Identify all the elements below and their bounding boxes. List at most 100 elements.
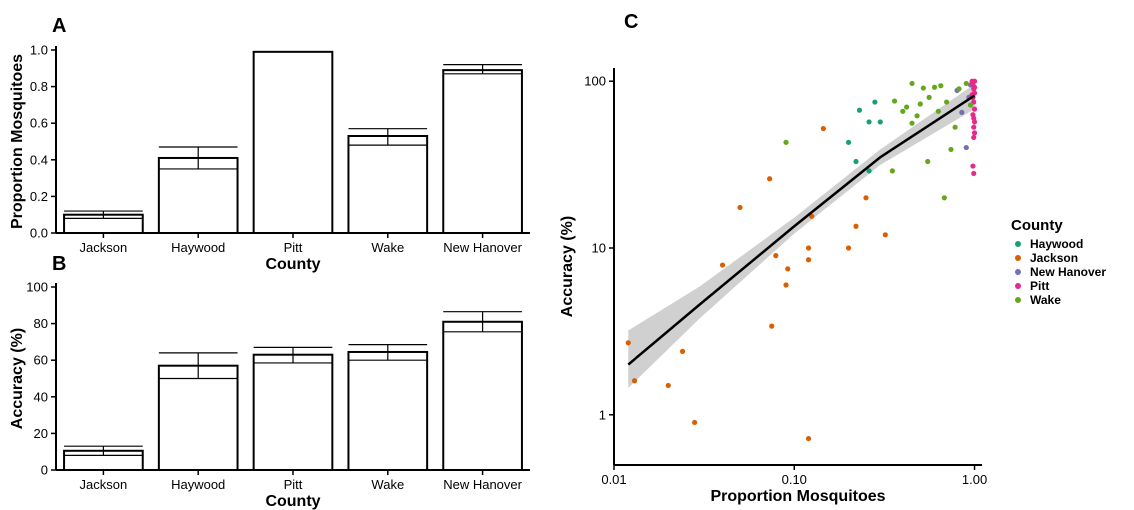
data-point: [959, 109, 965, 116]
data-point: [889, 168, 895, 174]
y-tick-label: 1: [599, 407, 606, 422]
data-point: [625, 340, 631, 346]
y-tick-label: 0.0: [30, 226, 48, 241]
data-point: [853, 223, 859, 229]
data-point: [769, 323, 775, 329]
data-point: [948, 146, 954, 153]
data-point: [877, 119, 883, 125]
data-point: [805, 435, 812, 442]
data-point: [920, 85, 926, 91]
panel-b: B 0 20 40 60 80 100 Jackson Haywood Pitt Wake New H…: [9, 253, 530, 510]
bar: [252, 353, 334, 471]
legend-label: Wake: [1030, 293, 1061, 307]
data-point: [692, 419, 698, 426]
data-point: [719, 262, 726, 268]
data-point: [785, 266, 791, 272]
data-point: [971, 78, 978, 84]
y-tick-label: 100: [584, 74, 606, 89]
data-point: [963, 80, 969, 87]
data-point: [935, 108, 941, 114]
data-point: [805, 245, 812, 251]
data-point: [944, 99, 950, 105]
y-tick-label: 1.0: [30, 43, 48, 58]
data-point: [665, 382, 671, 389]
data-point: [866, 119, 872, 125]
data-point: [820, 125, 826, 132]
y-axis-title: Proportion Mosquitoes: [9, 54, 26, 229]
legend-marker: [1015, 255, 1021, 261]
panel-a: A 0.0 0.2 0.4 0.6 0.8 1.0 Jackson Haywood Pitt Wak…: [9, 15, 530, 273]
y-axis-title: Accuracy (%): [9, 328, 26, 429]
data-point: [767, 176, 773, 182]
x-tick-label: Haywood: [171, 240, 225, 255]
data-point: [783, 139, 789, 145]
y-tick-label: 80: [34, 316, 48, 331]
data-point: [941, 195, 947, 201]
data-point: [863, 195, 869, 201]
x-axis-title: County: [265, 256, 320, 273]
data-point: [971, 84, 978, 90]
data-point: [952, 124, 958, 130]
y-tick-label: 0.2: [30, 189, 48, 204]
data-point: [900, 108, 906, 114]
y-tick-label: 0: [41, 463, 48, 478]
data-point: [914, 113, 920, 119]
y-tick-label: 10: [592, 240, 606, 255]
x-tick-label: Wake: [371, 240, 404, 255]
bar: [157, 364, 239, 471]
x-axis-title: Proportion Mosquitoes: [710, 488, 885, 505]
legend-label: Jackson: [1030, 251, 1078, 265]
data-point: [809, 213, 815, 219]
data-point: [845, 245, 852, 251]
bar: [347, 135, 429, 234]
data-point: [971, 124, 977, 130]
data-point: [971, 130, 978, 136]
x-tick-label: Wake: [371, 477, 404, 492]
bar: [252, 50, 334, 234]
data-point: [631, 378, 638, 384]
data-point: [872, 99, 878, 105]
data-point: [971, 106, 978, 112]
legend-marker: [1015, 241, 1021, 247]
bar: [347, 350, 429, 471]
x-tick-label: 0.10: [782, 472, 807, 487]
data-point: [970, 163, 976, 169]
data-point: [938, 83, 944, 89]
x-tick-label: 0.01: [601, 472, 626, 487]
bar: [442, 320, 523, 471]
data-point: [737, 204, 743, 211]
x-tick-label: 1.00: [962, 472, 987, 487]
y-tick-label: 0.8: [30, 79, 48, 94]
panel-c: C 1 10 100 0.01 0.10 1.00 Proportion Mosquitoes…: [559, 11, 987, 505]
series-wake: [783, 80, 974, 201]
data-point: [909, 80, 915, 87]
data-point: [971, 170, 977, 177]
data-point: [845, 139, 852, 145]
data-point: [963, 144, 969, 151]
x-tick-label: Haywood: [171, 477, 225, 492]
x-tick-label: Pitt: [284, 477, 303, 492]
legend-title: County: [1011, 217, 1063, 234]
y-tick-label: 100: [26, 280, 48, 295]
y-tick-label: 0.4: [30, 152, 48, 167]
data-point: [679, 348, 686, 354]
series-jackson: [625, 125, 888, 442]
regression-line: [627, 94, 976, 366]
data-point: [956, 86, 962, 92]
data-point: [805, 257, 812, 263]
y-tick-label: 0.6: [30, 116, 48, 131]
legend-label: Pitt: [1030, 279, 1049, 293]
data-point: [904, 104, 910, 110]
legend-marker: [1015, 297, 1021, 303]
data-point: [926, 94, 932, 100]
data-point: [909, 120, 915, 126]
data-point: [882, 232, 888, 238]
data-point: [853, 158, 859, 165]
data-point: [967, 102, 974, 108]
legend-label: Haywood: [1030, 237, 1083, 251]
panel-letter-b: B: [52, 253, 66, 275]
x-tick-label: Jackson: [80, 240, 128, 255]
legend-marker: [1015, 269, 1021, 275]
y-tick-label: 60: [34, 353, 48, 368]
